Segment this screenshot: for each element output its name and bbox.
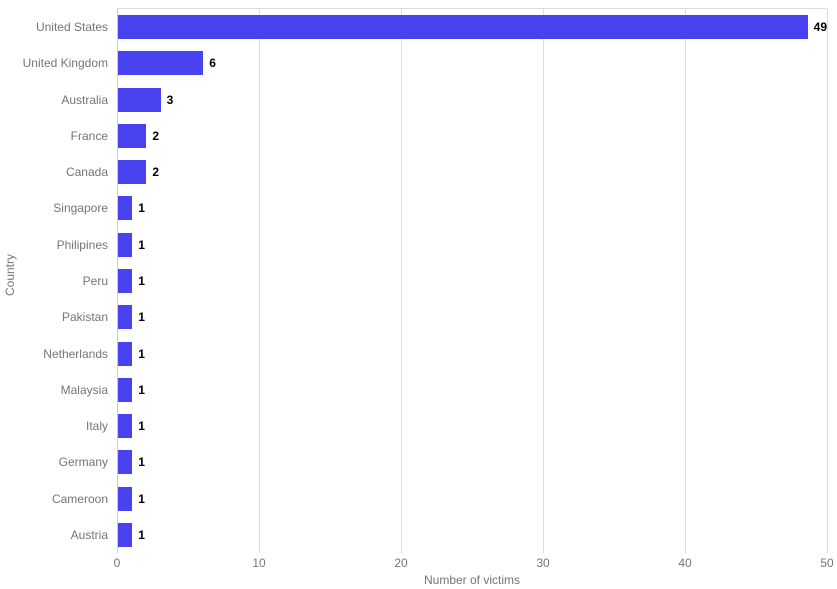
bar: [118, 51, 204, 76]
value-label: 1: [138, 455, 145, 470]
bar-row: United Kingdom 6: [23, 45, 827, 81]
category-label: Australia: [61, 92, 108, 107]
x-tick-label: 40: [678, 556, 692, 570]
bar-row: Malaysia 1: [61, 372, 827, 408]
category-label: France: [70, 128, 108, 143]
bar: [118, 377, 133, 402]
bar: [118, 196, 133, 221]
value-label: 1: [138, 491, 145, 506]
category-label: Malaysia: [60, 382, 108, 397]
category-label: United Kingdom: [22, 56, 108, 71]
value-label: 1: [138, 382, 145, 397]
bar-row: Singapore 1: [53, 190, 827, 226]
value-label: 2: [152, 165, 160, 180]
bar: [118, 123, 147, 148]
bar-row: Austria 1: [71, 517, 827, 553]
bar: [118, 414, 133, 439]
bar: [118, 15, 808, 40]
x-tick-label: 10: [252, 556, 266, 570]
value-label: 1: [138, 237, 145, 252]
value-label: 1: [138, 273, 145, 288]
bar-row: Cameroon 1: [52, 480, 827, 516]
bar-row: Italy 1: [86, 408, 827, 444]
bar-row: Australia 3: [61, 82, 827, 118]
category-label: Canada: [65, 165, 108, 180]
bar: [118, 232, 133, 257]
value-label: 2: [152, 128, 160, 143]
y-axis-line: [117, 9, 118, 553]
plot-area: United States 49 United Kingdom 6 Australia 3…: [23, 8, 828, 553]
value-label: 1: [138, 310, 145, 325]
gridline: [259, 9, 260, 553]
value-label: 6: [209, 56, 216, 71]
x-axis-ticks: 0 10 20 30 40 50: [113, 556, 834, 571]
value-label: 3: [166, 92, 174, 107]
gridline: [543, 9, 544, 553]
x-tick-label: 30: [536, 556, 550, 570]
bar-row: France 2: [71, 118, 827, 154]
bar: [118, 486, 133, 511]
bar-row: Philipines 1: [57, 227, 827, 263]
value-label: 1: [138, 201, 145, 216]
bar: [118, 305, 133, 330]
value-label: 1: [138, 527, 145, 542]
category-label: United States: [35, 20, 108, 35]
x-tick-label: 0: [113, 556, 121, 570]
value-label: 1: [138, 419, 145, 434]
bar: [118, 341, 133, 366]
category-label: Philipines: [56, 237, 108, 252]
category-label: Singapore: [53, 201, 108, 216]
gridline: [827, 9, 828, 553]
category-label: Pakistan: [61, 310, 108, 325]
category-label: Peru: [82, 273, 108, 288]
gridline: [401, 9, 402, 553]
bar: [118, 450, 133, 475]
bar: [118, 87, 161, 112]
y-axis-title: Country: [3, 253, 17, 297]
bar-row: Netherlands 1: [43, 335, 827, 371]
bar: [118, 268, 133, 293]
category-label: Netherlands: [43, 346, 108, 361]
x-tick-label: 50: [820, 556, 834, 570]
gridline: [685, 9, 686, 553]
category-label: Austria: [70, 527, 108, 542]
x-tick-label: 20: [394, 556, 408, 570]
value-label: 49: [813, 20, 827, 35]
bar: [118, 522, 133, 547]
category-label: Cameroon: [51, 491, 108, 506]
bar-row: Peru 1: [83, 263, 827, 299]
bar: [118, 160, 147, 185]
bar-row: Pakistan 1: [62, 299, 827, 335]
bar-row: Canada 2: [66, 154, 827, 190]
x-axis-title: Number of victims: [423, 573, 521, 587]
bar-row: United States 49: [36, 9, 827, 45]
value-label: 1: [138, 346, 145, 361]
bar-row: Germany 1: [59, 444, 827, 480]
category-label: Italy: [85, 419, 108, 434]
category-label: Germany: [58, 455, 108, 470]
